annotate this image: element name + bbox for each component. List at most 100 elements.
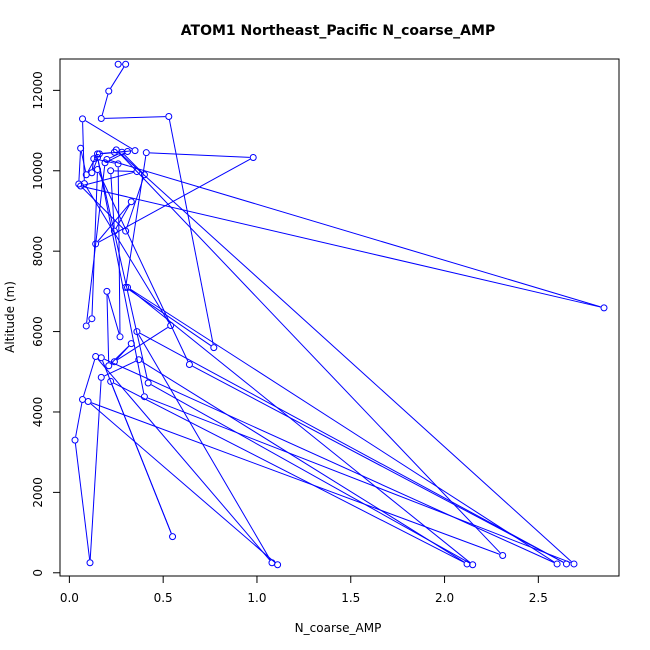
series-segment (78, 151, 81, 181)
series-segment (104, 116, 166, 119)
data-point (131, 147, 139, 155)
data-point (114, 60, 122, 68)
data-point (112, 146, 120, 154)
series-segment (87, 156, 97, 172)
series-segment (83, 186, 601, 308)
series-segment (192, 365, 564, 563)
data-point (88, 315, 96, 323)
data-point (570, 560, 578, 568)
series-segment (97, 158, 115, 164)
data-point (127, 198, 135, 206)
series-segment (102, 360, 172, 534)
series-segment (101, 94, 109, 116)
series-segment (91, 162, 94, 170)
x-axis-title: N_coarse_AMP (295, 621, 382, 635)
series-segment (117, 327, 169, 361)
data-point (249, 153, 257, 161)
data-point (101, 159, 109, 167)
data-point (274, 561, 282, 569)
data-point (562, 560, 570, 568)
data-point (79, 396, 87, 404)
data-point (97, 354, 105, 362)
data-point (71, 436, 79, 444)
data-point (169, 533, 177, 541)
data-point (165, 112, 173, 120)
data-point (79, 115, 87, 123)
series-segment (75, 402, 83, 437)
data-point (105, 87, 113, 95)
y-tick-label: 4000 (31, 397, 45, 428)
y-axis-title: Altitude (m) (3, 281, 17, 353)
data-point (167, 322, 175, 330)
series-segment (88, 321, 91, 324)
data-point (107, 167, 115, 175)
series-segment (83, 171, 134, 186)
data-point (114, 160, 122, 168)
data-point (499, 551, 507, 559)
data-point (105, 362, 113, 370)
data-point (122, 60, 130, 68)
x-tick-label: 0.0 (60, 591, 79, 605)
data-point (110, 227, 118, 235)
series-segment (104, 360, 136, 377)
series-segment (97, 160, 145, 394)
data-point (97, 114, 105, 122)
y-tick-label: 0 (31, 569, 45, 577)
series-segment (102, 151, 125, 155)
data-point (103, 287, 111, 295)
data-point (268, 559, 276, 567)
y-axis: 0 2000 4000 6000 8000 10000 12000 (31, 71, 61, 577)
data-point (600, 304, 608, 312)
chart-title: ATOM1 Northeast_Pacific N_coarse_AMP (181, 23, 495, 39)
data-point (82, 322, 90, 330)
data-point (92, 352, 100, 360)
series-segment (130, 288, 555, 563)
series-segment (118, 152, 501, 554)
data-point (110, 358, 118, 366)
series-segment (150, 384, 470, 564)
series-segment (86, 166, 106, 323)
series-segment (147, 397, 571, 564)
series-segment (85, 120, 133, 150)
data-point (88, 169, 96, 177)
data-point (469, 561, 477, 569)
data-point (90, 155, 98, 163)
data-point (94, 153, 102, 161)
x-tick-label: 2.0 (435, 591, 454, 605)
y-tick-label: 2000 (31, 477, 45, 508)
series-segment (90, 403, 276, 563)
data-point (97, 373, 105, 381)
series-segment (110, 345, 130, 364)
data-point (116, 333, 124, 341)
series-segment (98, 158, 251, 243)
series-segment (82, 122, 85, 181)
y-tick-label: 8000 (31, 236, 45, 267)
data-point (210, 344, 218, 352)
series-segment (109, 153, 119, 159)
x-axis: 0.0 0.5 1.0 1.5 2.0 2.5 (60, 575, 548, 605)
data-point (133, 328, 141, 336)
series-segment (106, 294, 110, 363)
data-point (84, 398, 92, 406)
data-point (127, 340, 135, 348)
series-segment (98, 172, 189, 362)
series-segment (149, 152, 250, 158)
series-segment (126, 177, 144, 228)
series-segment (92, 156, 99, 170)
series-segment (85, 186, 170, 323)
series-segment (74, 443, 91, 560)
series-segment (91, 402, 500, 555)
series-segment (91, 173, 98, 316)
x-tick-label: 1.5 (341, 591, 360, 605)
series-segment (110, 160, 601, 308)
data-point (107, 377, 115, 385)
data-point (95, 150, 103, 158)
series-segment (97, 358, 271, 561)
series-segment (168, 119, 214, 345)
data-point (144, 379, 152, 387)
series-segment (129, 289, 471, 563)
series-segment (117, 167, 121, 334)
x-tick-label: 0.5 (154, 591, 173, 605)
series-segment (141, 361, 465, 563)
